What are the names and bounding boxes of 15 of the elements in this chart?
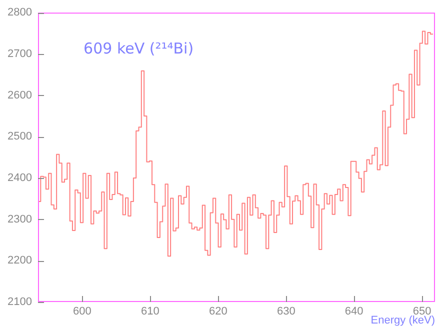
y-tick-label: 2500 (8, 130, 32, 143)
x-tick-label: 640 (344, 306, 364, 318)
y-tick-label: 2300 (8, 213, 32, 226)
y-tick-label: 2100 (8, 296, 32, 308)
x-tick-label: 600 (73, 306, 92, 318)
x-tick-label: 620 (208, 306, 228, 318)
y-tick-label: 2600 (8, 89, 32, 102)
y-tick-label: 2700 (8, 48, 32, 60)
x-axis-title: Energy (keV) (370, 314, 435, 327)
text: 609 keV (²¹⁴Bi) (84, 40, 194, 58)
y-tick-label: 2200 (8, 254, 32, 267)
x-tick-label: 610 (140, 306, 160, 318)
y-tick-label: 2400 (8, 172, 32, 184)
x-tick-label: 630 (276, 306, 296, 318)
y-tick-label: 2800 (8, 6, 32, 19)
